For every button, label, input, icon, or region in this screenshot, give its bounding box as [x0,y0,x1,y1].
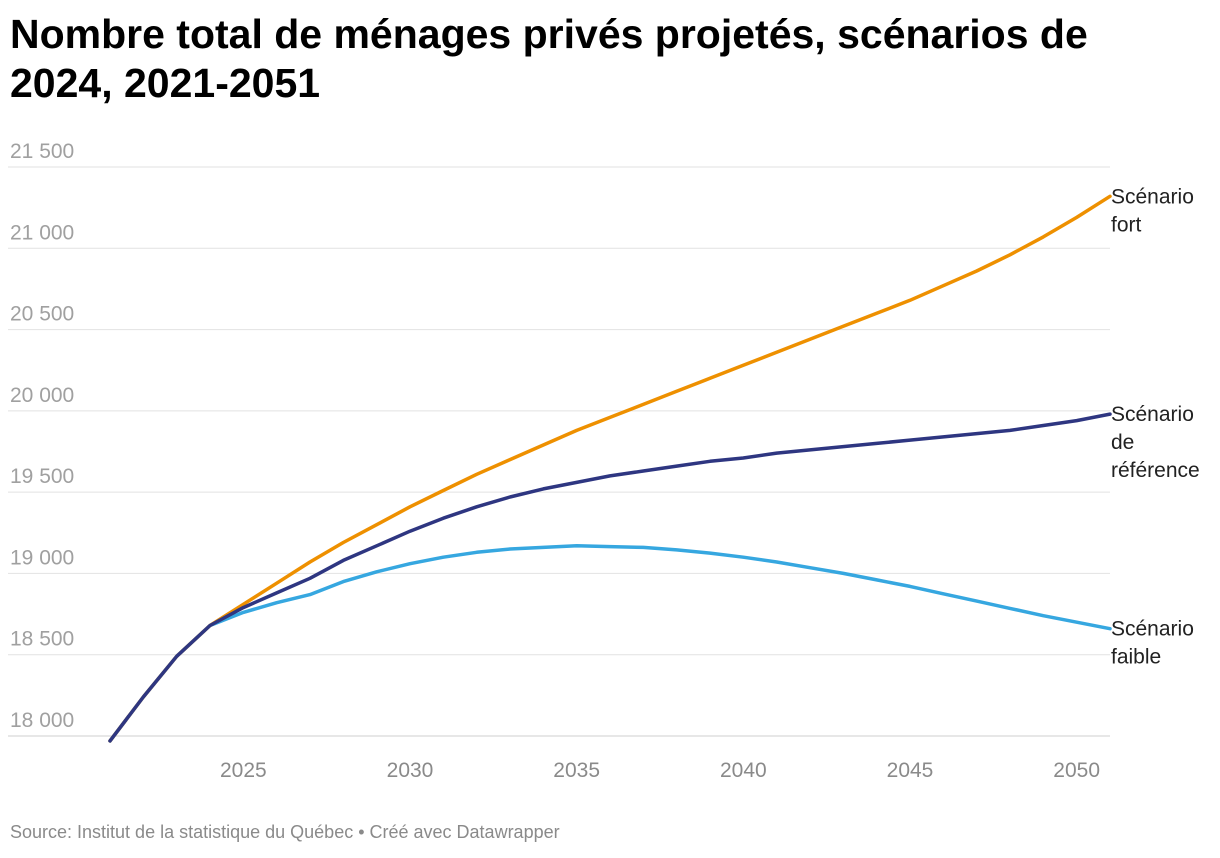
series-line-sc-nario-de-r-f-rence [108,412,1112,743]
x-tick-label: 2030 [387,759,434,782]
x-axis-tick-labels: 2025 2030 2035 2040 2045 2050 [220,759,1100,782]
series-end-label: Scénario fort [1111,185,1194,236]
y-tick-label: 20 000 [10,384,74,407]
x-tick-label: 2025 [220,759,267,782]
chart-title: Nombre total de ménages privés projetés,… [10,11,1088,106]
y-tick-label: 20 500 [10,303,74,326]
series-line-sc-nario-faible [108,544,1112,743]
x-tick-label: 2040 [720,759,767,782]
series-end-labels: Scénario fort Scénario de référence Scénario f… [1111,185,1200,668]
series-lines [108,194,1112,743]
source-note: Source: Institut de la statistique du Qu… [10,822,560,842]
y-tick-label: 18 500 [10,628,74,651]
x-tick-label: 2045 [887,759,934,782]
y-tick-label: 19 000 [10,546,74,569]
series-line-sc-nario-fort [108,194,1112,743]
y-tick-label: 18 000 [10,709,74,732]
series-end-label: Scénario faible [1111,618,1194,669]
series-end-label: Scénario de référence [1111,403,1200,482]
y-axis-tick-labels: 18 000 18 500 19 000 19 500 20 000 20 500 21 0… [10,140,74,732]
x-tick-label: 2050 [1053,759,1100,782]
x-tick-label: 2035 [553,759,600,782]
y-tick-label: 19 500 [10,465,74,488]
gridlines [8,166,1110,737]
y-tick-label: 21 000 [10,221,74,244]
y-tick-label: 21 500 [10,140,74,163]
